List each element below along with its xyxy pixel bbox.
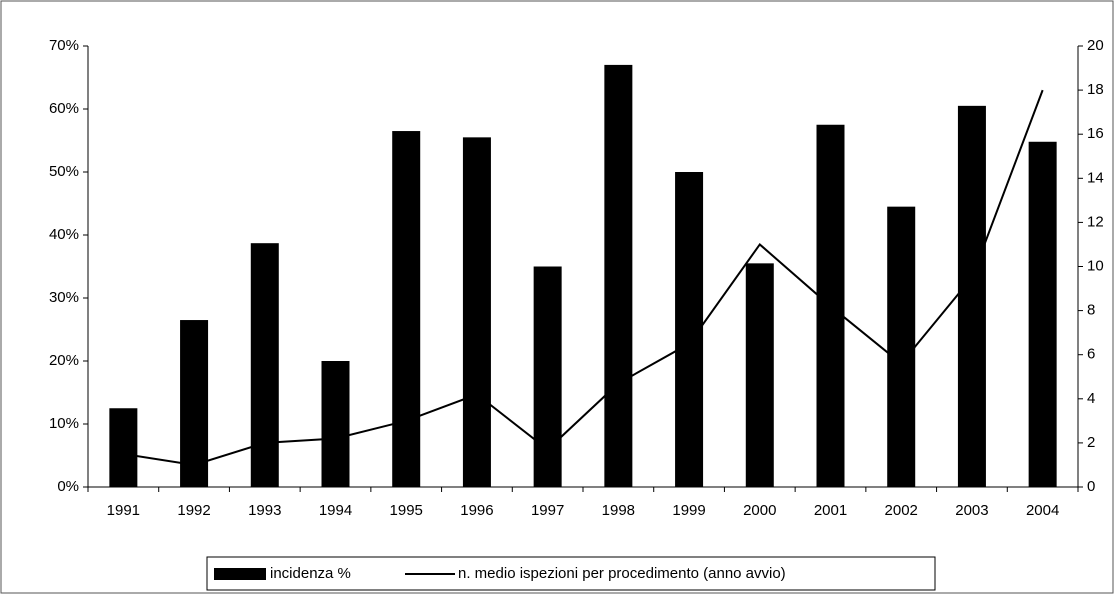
y2-tick-label: 20 <box>1087 37 1104 54</box>
x-tick-label: 1998 <box>602 502 635 519</box>
y2-tick-label: 8 <box>1087 302 1095 319</box>
x-tick-label: 2001 <box>814 502 847 519</box>
y2-tick-label: 6 <box>1087 346 1095 363</box>
y2-tick-label: 16 <box>1087 125 1104 142</box>
x-tick-label: 1995 <box>390 502 423 519</box>
bar <box>533 266 562 487</box>
x-tick-label: 2002 <box>885 502 918 519</box>
bar <box>109 408 138 487</box>
y-tick-label: 50% <box>49 163 79 180</box>
x-tick-label: 1993 <box>248 502 281 519</box>
x-tick-label: 1997 <box>531 502 564 519</box>
y-tick-label: 40% <box>49 226 79 243</box>
x-tick-label: 2003 <box>955 502 988 519</box>
line <box>123 89 1044 466</box>
y-tick-label: 0% <box>57 478 79 495</box>
y-tick-label: 20% <box>49 352 79 369</box>
legend-box <box>206 556 936 591</box>
x-tick-label: 1996 <box>460 502 493 519</box>
x-tick-label: 2000 <box>743 502 776 519</box>
x-tick-label: 1992 <box>177 502 210 519</box>
bar <box>957 105 986 487</box>
y2-tick-label: 14 <box>1087 169 1104 186</box>
legend-swatch <box>214 568 266 580</box>
y2-tick-label: 12 <box>1087 213 1104 230</box>
y-tick-label: 30% <box>49 289 79 306</box>
y2-tick-label: 18 <box>1087 81 1104 98</box>
x-tick-label: 1994 <box>319 502 352 519</box>
bar <box>1028 141 1057 487</box>
bar <box>604 64 633 488</box>
bar <box>462 137 491 487</box>
x-tick-label: 2004 <box>1026 502 1059 519</box>
bar <box>180 320 209 487</box>
y-tick-label: 70% <box>49 37 79 54</box>
y2-tick-label: 4 <box>1087 390 1095 407</box>
legend-label: n. medio ispezioni per procedimento (ann… <box>458 565 786 582</box>
bar <box>745 263 774 487</box>
y-tick-label: 10% <box>49 415 79 432</box>
bar <box>250 243 279 487</box>
x-tick-label: 1991 <box>107 502 140 519</box>
y2-tick-label: 10 <box>1087 257 1104 274</box>
y-tick-label: 60% <box>49 100 79 117</box>
x-tick-label: 1999 <box>672 502 705 519</box>
y2-tick-label: 0 <box>1087 478 1095 495</box>
bar <box>392 131 421 488</box>
legend-label: incidenza % <box>270 565 351 582</box>
bar <box>887 206 916 487</box>
y2-tick-label: 2 <box>1087 434 1095 451</box>
bar <box>321 361 350 487</box>
